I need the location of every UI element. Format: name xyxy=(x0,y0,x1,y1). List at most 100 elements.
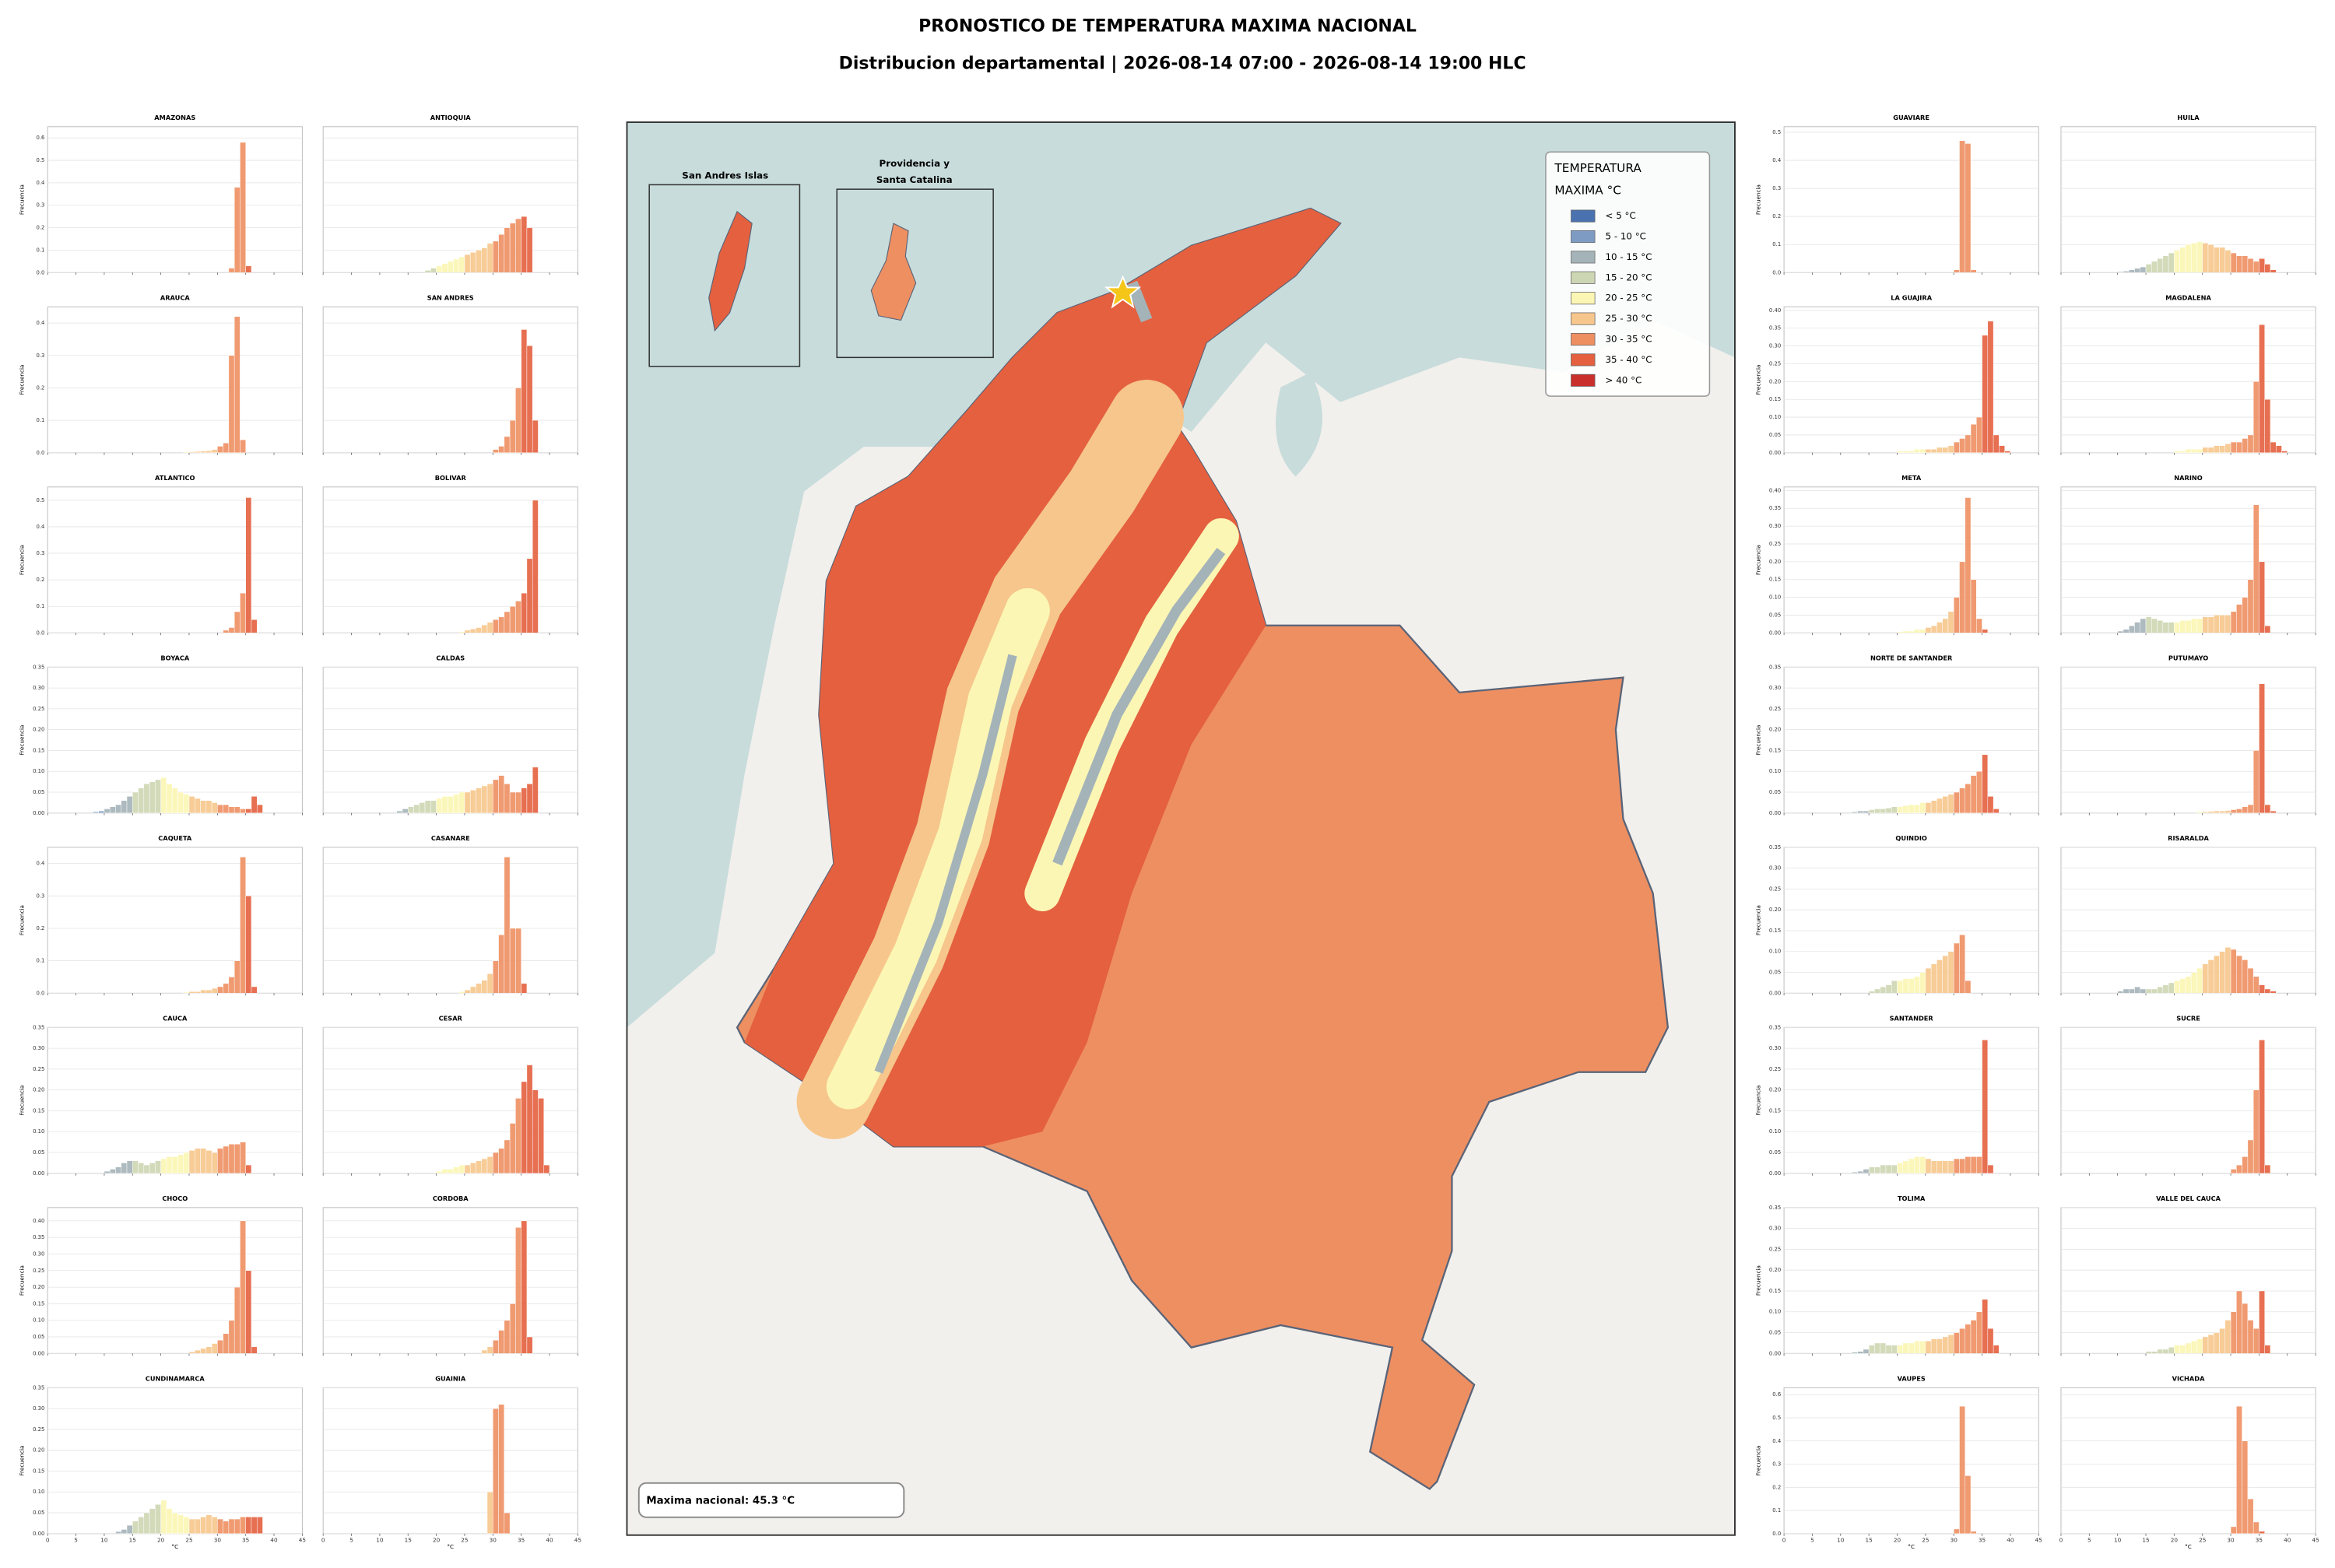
axes-background xyxy=(322,666,578,814)
bar xyxy=(469,790,476,814)
bar xyxy=(1908,804,1915,814)
axes-background xyxy=(47,1207,303,1354)
bar xyxy=(2140,266,2147,273)
x-tick-label: 35 xyxy=(242,1536,249,1543)
bar xyxy=(1891,1164,1898,1174)
chart-title: CESAR xyxy=(439,1014,463,1022)
bar xyxy=(402,809,409,814)
x-tick-label: 20 xyxy=(157,1536,165,1543)
x-tick-label: 15 xyxy=(2142,1536,2149,1543)
bar xyxy=(2219,445,2226,454)
y-tick-label: 0.1 xyxy=(36,247,44,253)
y-tick-label: 0.00 xyxy=(33,1170,44,1177)
bar xyxy=(2207,811,2214,814)
bar xyxy=(2236,441,2242,454)
y-tick-label: 0.20 xyxy=(33,1284,44,1290)
bar xyxy=(1959,935,1965,994)
bar xyxy=(149,781,156,814)
y-tick-label: 0.0 xyxy=(36,450,44,456)
bar xyxy=(234,806,241,814)
y-tick-label: 0.15 xyxy=(33,1107,44,1114)
bar xyxy=(498,1330,505,1354)
bar xyxy=(2202,963,2209,994)
bar xyxy=(486,1346,493,1354)
y-tick-label: 0.05 xyxy=(33,789,44,795)
legend-label: > 40 °C xyxy=(1605,374,1642,385)
bar xyxy=(245,1270,252,1354)
y-axis-label: Frecuencia xyxy=(1755,1446,1762,1476)
chart-title: CAUCA xyxy=(163,1014,188,1022)
bar xyxy=(1930,625,1937,633)
bar xyxy=(1897,451,1904,454)
bar xyxy=(1925,802,1932,814)
bar xyxy=(183,1517,190,1535)
bar xyxy=(2270,269,2277,273)
chart-title: CORDOBA xyxy=(433,1194,469,1202)
island xyxy=(708,210,753,332)
chart-title: LA GUAJIRA xyxy=(1891,293,1932,301)
y-tick-label: 0.3 xyxy=(36,550,44,556)
bar xyxy=(476,788,482,814)
bar xyxy=(2185,448,2192,454)
bar xyxy=(1902,1342,1909,1354)
chart-title: NORTE DE SANTANDER xyxy=(1870,654,1953,661)
bar xyxy=(424,270,431,273)
bar xyxy=(2174,250,2180,273)
legend-label: 10 - 15 °C xyxy=(1605,251,1652,262)
bar xyxy=(2259,1040,2265,1174)
y-tick-label: 0.05 xyxy=(33,1510,44,1516)
bar xyxy=(228,355,235,454)
bar xyxy=(98,810,105,814)
y-tick-label: 0.15 xyxy=(33,1468,44,1474)
andes-cold xyxy=(874,654,1017,1074)
bar xyxy=(223,983,230,994)
bar xyxy=(1959,1158,1965,1174)
bar xyxy=(521,788,528,814)
y-tick-label: 0.15 xyxy=(1769,1107,1781,1114)
legend-title: TEMPERATURA xyxy=(1554,161,1642,175)
bar xyxy=(93,811,99,814)
bar xyxy=(2174,980,2180,994)
bar xyxy=(2264,1164,2271,1174)
bar xyxy=(188,451,195,454)
y-axis-label: Frecuencia xyxy=(1755,725,1762,756)
chart-title: GUAINIA xyxy=(435,1374,466,1382)
bar xyxy=(109,806,116,814)
bar xyxy=(1868,809,1875,814)
x-tick-label: 15 xyxy=(405,1536,412,1543)
bar xyxy=(109,1169,116,1174)
bar xyxy=(2264,398,2271,454)
y-axis-label: Frecuencia xyxy=(19,184,26,215)
bar xyxy=(104,809,111,814)
bar xyxy=(1857,810,1864,814)
y-tick-label: 0.35 xyxy=(1769,325,1781,331)
bar xyxy=(2219,247,2226,273)
inset-label: Providencia y xyxy=(880,158,950,169)
axes-background xyxy=(322,306,578,454)
bar xyxy=(424,800,431,814)
y-tick-label: 0.0 xyxy=(1772,269,1781,275)
bar xyxy=(2174,1345,2180,1354)
bar xyxy=(1897,806,1904,814)
y-tick-label: 0.10 xyxy=(1769,1128,1781,1135)
y-tick-label: 0.1 xyxy=(36,417,44,423)
annotation: Maxima nacional: 45.3 °C xyxy=(646,1496,795,1507)
y-tick-label: 0.35 xyxy=(33,1024,44,1030)
bar xyxy=(1919,972,1926,994)
bar xyxy=(2162,255,2169,273)
bar xyxy=(2219,1328,2226,1354)
bar xyxy=(217,1148,223,1174)
bar xyxy=(245,809,252,814)
bar xyxy=(1868,991,1875,994)
chart-title: HUILA xyxy=(2177,114,2200,121)
bar xyxy=(251,1346,258,1354)
bar xyxy=(1874,988,1880,994)
bar xyxy=(430,268,437,273)
bar xyxy=(1936,1160,1943,1174)
y-tick-label: 0.2 xyxy=(1772,1484,1781,1490)
legend-swatch xyxy=(1571,332,1596,346)
bar xyxy=(1965,1324,1972,1354)
bar xyxy=(2162,984,2169,994)
bar xyxy=(498,935,505,994)
bar xyxy=(2196,967,2203,994)
